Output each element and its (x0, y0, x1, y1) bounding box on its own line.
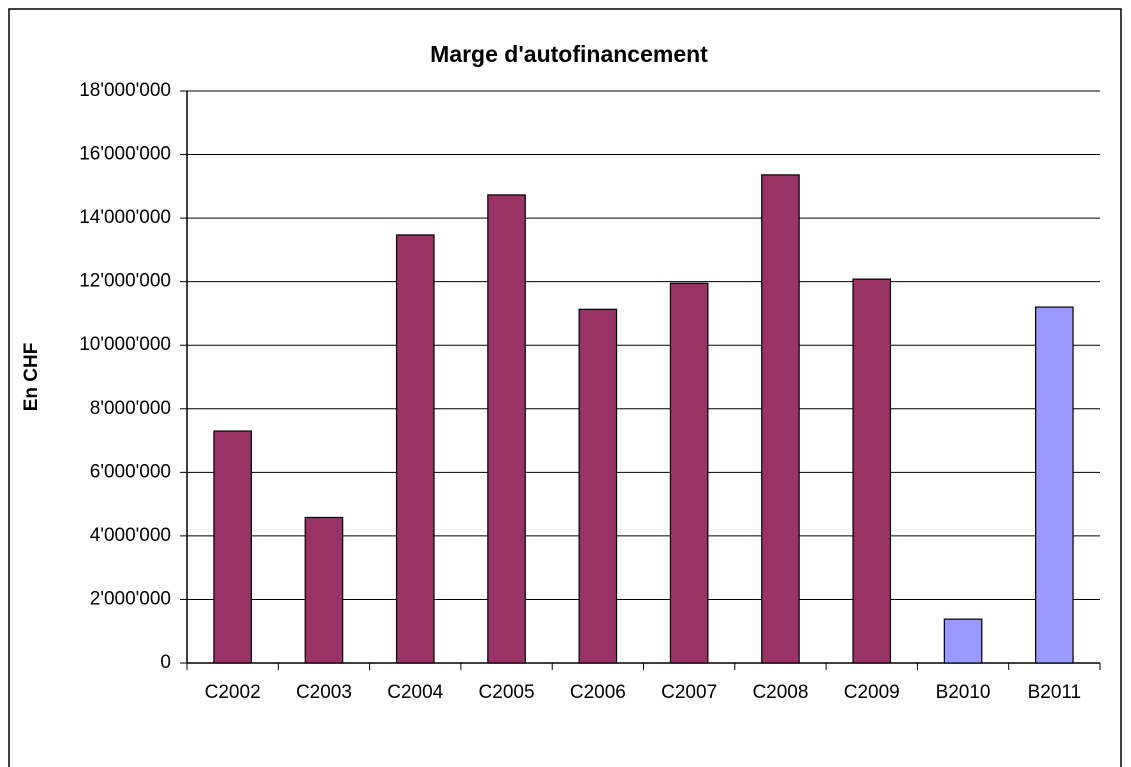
x-tick-label: C2009 (844, 682, 900, 703)
bar (304, 516, 344, 664)
x-tick-label: C2008 (752, 682, 808, 703)
x-tick-label: C2007 (661, 682, 717, 703)
x-tick-label: B2011 (1028, 682, 1082, 703)
x-tick-label: C2003 (296, 682, 352, 703)
y-tick-label: 4'000'000 (90, 525, 171, 546)
x-tick-label: C2006 (570, 682, 626, 703)
y-tick-label: 12'000'000 (79, 271, 171, 292)
y-tick-label: 6'000'000 (90, 461, 171, 482)
bar (1035, 306, 1074, 664)
chart-frame (8, 8, 1122, 767)
bar (395, 234, 435, 664)
x-tick-label: C2005 (479, 682, 535, 703)
y-tick-label: 8'000'000 (90, 398, 171, 419)
bar (213, 430, 252, 664)
y-tick-label: 14'000'000 (79, 207, 171, 228)
y-tick-label: 10'000'000 (79, 334, 171, 355)
bar (669, 282, 709, 664)
y-tick-label: 18'000'000 (79, 80, 171, 101)
y-tick-label: 16'000'000 (79, 144, 171, 165)
y-tick-label: 0 (160, 652, 171, 673)
y-axis-label: En CHF (21, 343, 42, 412)
bar (761, 174, 800, 664)
bar (852, 278, 892, 664)
chart-title: Marge d'autofinancement (430, 41, 708, 67)
x-tick-label: C2004 (387, 682, 443, 703)
x-tick-label: B2010 (936, 682, 991, 703)
x-tick-label: C2002 (205, 682, 261, 703)
bar (943, 618, 983, 664)
bar (578, 308, 618, 664)
bar (487, 194, 526, 664)
y-tick-label: 2'000'000 (90, 588, 171, 609)
